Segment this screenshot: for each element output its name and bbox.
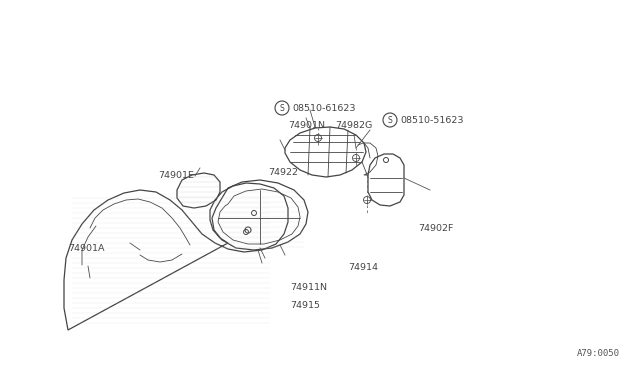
Text: 74982G: 74982G (335, 121, 372, 129)
Text: 74922: 74922 (268, 167, 298, 176)
Text: A79:0050: A79:0050 (577, 349, 620, 358)
Text: 08510-61623: 08510-61623 (292, 103, 355, 112)
Text: 74901E: 74901E (158, 170, 194, 180)
Text: 08510-51623: 08510-51623 (400, 115, 463, 125)
Text: 74901N: 74901N (288, 121, 325, 129)
Circle shape (383, 113, 397, 127)
Circle shape (275, 101, 289, 115)
Text: 74915: 74915 (290, 301, 320, 310)
Text: S: S (388, 115, 392, 125)
Text: 74902F: 74902F (418, 224, 453, 232)
Text: 74914: 74914 (348, 263, 378, 273)
Text: 74911N: 74911N (290, 283, 327, 292)
Text: S: S (280, 103, 284, 112)
Text: 74901A: 74901A (68, 244, 104, 253)
